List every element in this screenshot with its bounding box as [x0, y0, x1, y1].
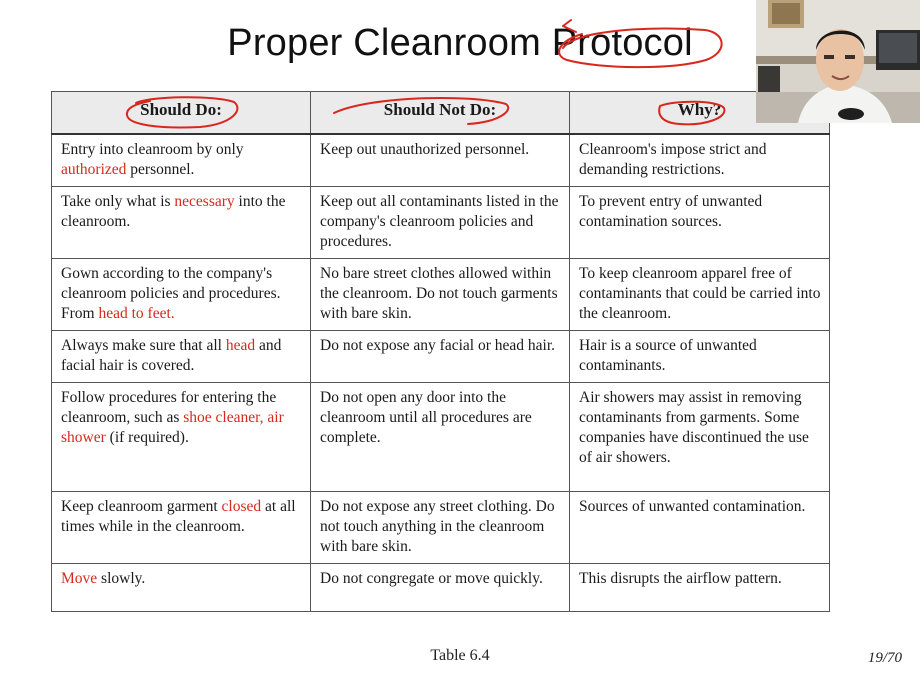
- header-should-not-do: Should Not Do:: [310, 91, 570, 135]
- cell-should-not-do: Keep out all contaminants listed in the …: [310, 186, 570, 259]
- cell-why: Cleanroom's impose strict and demanding …: [569, 133, 830, 187]
- cell-should-do: Keep cleanroom garment closed at all tim…: [51, 491, 311, 564]
- highlighted-text: head to feet.: [98, 305, 175, 322]
- cell-why: Sources of unwanted contamination.: [569, 491, 830, 564]
- presenter-video: [756, 0, 920, 123]
- cell-should-do: Entry into cleanroom by only authorized …: [51, 133, 311, 187]
- cell-text: Follow procedures for entering the clean…: [61, 389, 277, 426]
- cell-should-do: Gown according to the company's cleanroo…: [51, 258, 311, 331]
- cell-should-not-do: Do not expose any street clothing. Do no…: [310, 491, 570, 564]
- cell-text: and facial hair is covered.: [61, 337, 282, 374]
- presenter-webcam: [756, 0, 920, 123]
- highlighted-text: necessary: [174, 193, 235, 210]
- highlighted-text: head: [225, 337, 256, 354]
- cell-should-do: Take only what is necessary into the cle…: [51, 186, 311, 259]
- highlighted-text: shoe cleaner, air shower: [61, 409, 284, 446]
- table-row: Follow procedures for entering the clean…: [51, 382, 830, 492]
- table-row: Gown according to the company's cleanroo…: [51, 258, 830, 331]
- cell-should-not-do: Do not open any door into the cleanroom …: [310, 382, 570, 492]
- protocol-table: Should Do: Should Not Do: Why? Entry int…: [51, 91, 830, 612]
- cell-text: personnel.: [126, 161, 195, 178]
- cell-should-not-do: No bare street clothes allowed within th…: [310, 258, 570, 331]
- cell-should-not-do: Keep out unauthorized personnel.: [310, 133, 570, 187]
- cell-should-not-do: Do not congregate or move quickly.: [310, 563, 570, 612]
- cell-text: Entry into cleanroom by only: [61, 141, 244, 158]
- table-row: Always make sure that all head and facia…: [51, 330, 830, 383]
- table-header-row: Should Do: Should Not Do: Why?: [51, 91, 830, 135]
- table-row: Entry into cleanroom by only authorized …: [51, 133, 830, 187]
- cell-should-not-do: Do not expose any facial or head hair.: [310, 330, 570, 383]
- cell-text: Gown according to the company's cleanroo…: [61, 265, 281, 322]
- highlighted-text: closed: [221, 498, 262, 515]
- cell-should-do: Always make sure that all head and facia…: [51, 330, 311, 383]
- cell-text: Always make sure that all: [61, 337, 226, 354]
- cell-should-do: Follow procedures for entering the clean…: [51, 382, 311, 492]
- cell-text: at all times while in the cleanroom.: [61, 498, 296, 535]
- table-row: Take only what is necessary into the cle…: [51, 186, 830, 259]
- highlighted-text: authorized: [61, 161, 127, 178]
- cell-text: Take only what is: [61, 193, 175, 210]
- cell-text: slowly.: [97, 570, 146, 587]
- table-caption: Table 6.4: [430, 647, 490, 664]
- cell-why: Air showers may assist in removing conta…: [569, 382, 830, 492]
- cell-should-do: Move slowly.: [51, 563, 311, 612]
- table-row: Keep cleanroom garment closed at all tim…: [51, 491, 830, 564]
- cell-text: (if required).: [105, 429, 189, 446]
- highlighted-text: Move: [61, 570, 98, 587]
- table-row: Move slowly. Do not congregate or move q…: [51, 563, 830, 612]
- cell-text: into the cleanroom.: [61, 193, 286, 230]
- cell-why: To prevent entry of unwanted contaminati…: [569, 186, 830, 259]
- cell-text: Keep cleanroom garment: [61, 498, 222, 515]
- cell-why: To keep cleanroom apparel free of contam…: [569, 258, 830, 331]
- cell-why: Hair is a source of unwanted contaminant…: [569, 330, 830, 383]
- cell-why: This disrupts the airflow pattern.: [569, 563, 830, 612]
- header-should-do: Should Do:: [51, 91, 311, 135]
- page-indicator: 19/70: [867, 650, 902, 666]
